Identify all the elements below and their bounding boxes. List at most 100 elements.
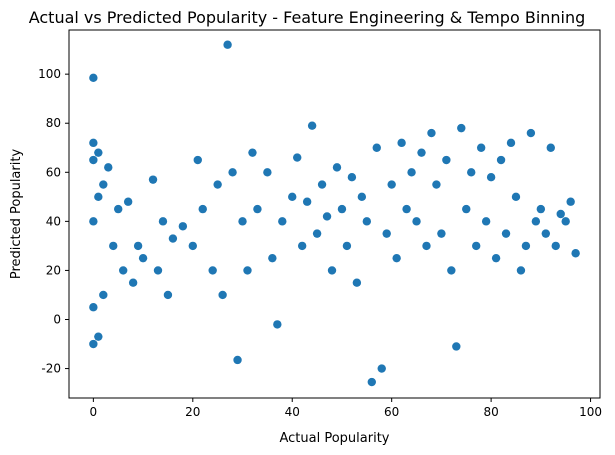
data-point [158, 217, 168, 226]
data-point [327, 266, 337, 275]
plot-area [68, 29, 601, 399]
data-point [462, 204, 471, 214]
data-point [437, 229, 446, 238]
data-point [531, 217, 541, 226]
data-point [94, 192, 103, 202]
data-point [362, 217, 372, 226]
x-tick-label: 60 [384, 405, 399, 419]
data-point [536, 204, 546, 214]
data-point [551, 241, 560, 251]
x-tick-label: 0 [90, 405, 98, 419]
data-point [382, 229, 391, 238]
data-point [198, 204, 207, 214]
data-point [571, 249, 580, 258]
data-point [506, 138, 516, 148]
y-tick-label: -20 [41, 362, 61, 376]
data-point [397, 138, 406, 148]
data-point [89, 73, 98, 83]
data-point [332, 163, 342, 172]
data-point [133, 241, 143, 251]
data-point [153, 266, 163, 275]
y-tick-label: 40 [46, 214, 61, 228]
data-point [168, 234, 178, 243]
data-point [392, 253, 401, 263]
data-point [521, 241, 531, 251]
data-point [407, 168, 416, 177]
x-axis-ticks: 0 20 40 60 80 100 [90, 398, 602, 419]
data-point [367, 377, 376, 387]
data-point [342, 241, 352, 251]
data-point [89, 155, 98, 165]
data-point [228, 168, 237, 177]
data-point [94, 148, 103, 157]
data-point [486, 173, 496, 182]
data-point [501, 229, 511, 238]
data-point [128, 278, 138, 287]
data-point [422, 241, 431, 251]
data-point [481, 217, 491, 226]
data-point [114, 204, 123, 214]
data-point [109, 241, 118, 251]
data-point [89, 339, 98, 349]
data-point [99, 290, 108, 300]
data-point [452, 342, 461, 351]
data-point [352, 278, 362, 287]
data-point [233, 355, 242, 365]
data-point [372, 143, 381, 152]
data-point [467, 168, 476, 177]
data-point [471, 241, 481, 251]
data-point [447, 266, 456, 275]
y-tick-label: 60 [46, 165, 61, 179]
data-point [253, 204, 262, 214]
data-point [238, 217, 247, 226]
data-point [511, 192, 521, 202]
data-point [496, 155, 506, 165]
data-point [417, 148, 426, 157]
data-point [412, 217, 421, 226]
data-point [402, 204, 411, 214]
data-point [293, 153, 302, 162]
plot-frame [68, 29, 601, 399]
data-point [526, 128, 536, 138]
data-point [561, 217, 570, 226]
data-point [243, 266, 252, 275]
x-tick-label: 20 [185, 405, 200, 419]
data-point [123, 197, 133, 206]
data-point [273, 320, 282, 329]
data-point [541, 229, 551, 238]
data-point [99, 180, 108, 189]
data-point [278, 217, 287, 226]
x-axis-label: Actual Popularity [279, 431, 389, 446]
data-point [208, 266, 217, 275]
x-tick-label: 40 [285, 405, 300, 419]
data-point [347, 173, 357, 182]
data-point [248, 148, 257, 157]
data-point [89, 138, 98, 148]
y-tick-label: 100 [38, 67, 61, 81]
data-point [427, 128, 436, 138]
data-point [566, 197, 575, 206]
data-point [457, 123, 466, 133]
data-point [89, 303, 98, 312]
data-point [442, 155, 451, 165]
data-point [312, 229, 322, 238]
data-point [94, 332, 103, 341]
x-tick-label: 80 [483, 405, 498, 419]
data-point [263, 168, 272, 177]
data-point [118, 266, 128, 275]
data-point [556, 209, 565, 219]
data-point [297, 241, 307, 251]
data-point [178, 222, 188, 231]
data-point [476, 143, 486, 152]
data-point [138, 253, 148, 263]
data-point [337, 204, 347, 214]
chart-title: Actual vs Predicted Popularity - Feature… [29, 8, 586, 27]
data-point [188, 241, 198, 251]
data-point [163, 290, 173, 300]
data-point [89, 217, 98, 226]
data-points [89, 40, 580, 387]
data-point [302, 197, 312, 206]
data-point [268, 253, 277, 263]
data-point [193, 155, 202, 165]
